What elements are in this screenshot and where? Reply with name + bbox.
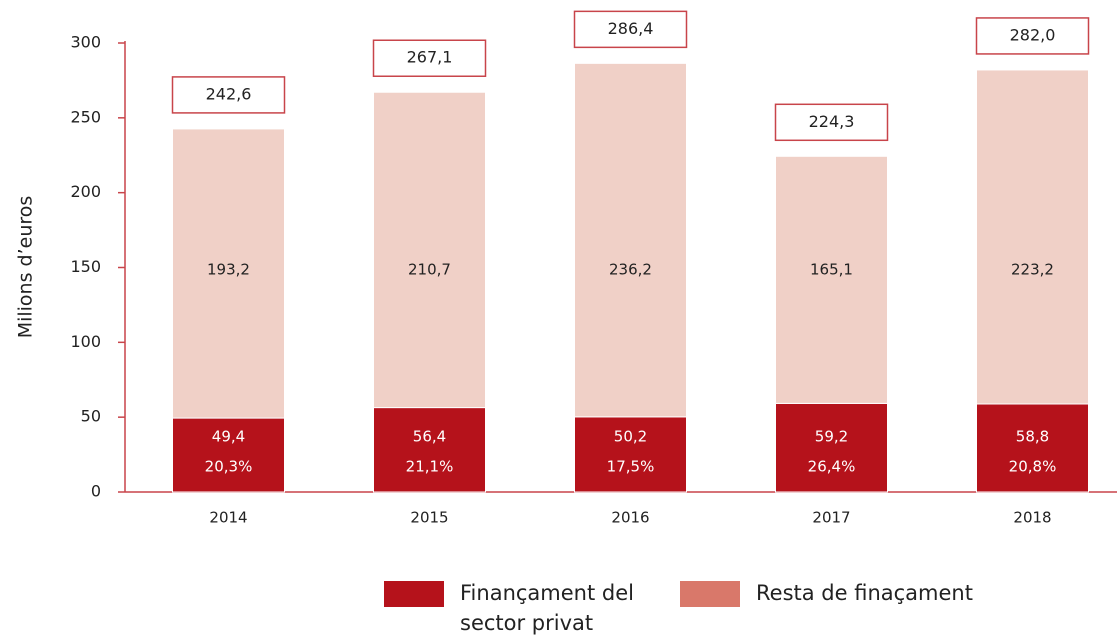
y-tick-label: 300 — [70, 33, 101, 52]
x-tick-label: 2015 — [410, 509, 448, 527]
y-tick-label: 50 — [81, 407, 101, 426]
bar-segment — [172, 417, 285, 493]
bar-segment — [373, 91, 486, 409]
bar-segment — [172, 128, 285, 419]
bar-segment — [976, 69, 1089, 405]
value-label: 56,4 — [413, 428, 446, 446]
value-label: 58,8 — [1016, 428, 1049, 446]
total-box — [975, 17, 1090, 55]
bar-segment — [976, 403, 1089, 493]
y-tick-label: 0 — [91, 482, 101, 501]
value-label: 50,2 — [614, 428, 647, 446]
bar-segment — [574, 416, 687, 493]
legend-swatch — [680, 581, 740, 607]
value-label: 59,2 — [815, 428, 848, 446]
legend-label: Finançament del sector privat — [460, 581, 634, 635]
total-box — [372, 39, 487, 77]
total-box — [573, 10, 688, 49]
total-box — [774, 103, 889, 142]
value-label: 236,2 — [609, 261, 652, 279]
percent-label: 20,8% — [1009, 458, 1057, 476]
y-tick-label: 150 — [70, 257, 101, 276]
percent-label: 26,4% — [808, 458, 856, 476]
y-tick-label: 100 — [70, 332, 101, 351]
value-label: 193,2 — [207, 261, 250, 279]
x-tick-label: 2018 — [1013, 509, 1051, 527]
bar-segment — [775, 402, 888, 493]
bar-segment — [373, 407, 486, 493]
total-label: 282,0 — [1010, 25, 1056, 44]
percent-label: 17,5% — [607, 458, 655, 476]
total-label: 267,1 — [407, 48, 453, 67]
y-axis-label: Milions d’euros — [15, 196, 37, 339]
percent-label: 20,3% — [205, 458, 253, 476]
legend-label: Resta de finaçament — [756, 581, 973, 605]
value-label: 223,2 — [1011, 261, 1054, 279]
total-label: 224,3 — [809, 112, 855, 131]
value-label: 210,7 — [408, 261, 451, 279]
legend-swatch — [384, 581, 444, 607]
x-tick-label: 2016 — [611, 509, 649, 527]
total-label: 286,4 — [608, 19, 654, 38]
bar-segment — [574, 62, 687, 418]
total-label: 242,6 — [206, 84, 252, 103]
bar-segment — [775, 155, 888, 404]
percent-label: 21,1% — [406, 458, 454, 476]
x-tick-label: 2014 — [209, 509, 247, 527]
y-tick-label: 250 — [70, 107, 101, 126]
y-tick-label: 200 — [70, 182, 101, 201]
x-tick-label: 2017 — [812, 509, 850, 527]
total-box — [171, 76, 286, 114]
value-label: 165,1 — [810, 261, 853, 279]
legend-item: Resta de finaçament — [680, 578, 1056, 608]
value-label: 49,4 — [212, 428, 245, 446]
legend-item: Finançament del sector privat — [384, 578, 640, 637]
